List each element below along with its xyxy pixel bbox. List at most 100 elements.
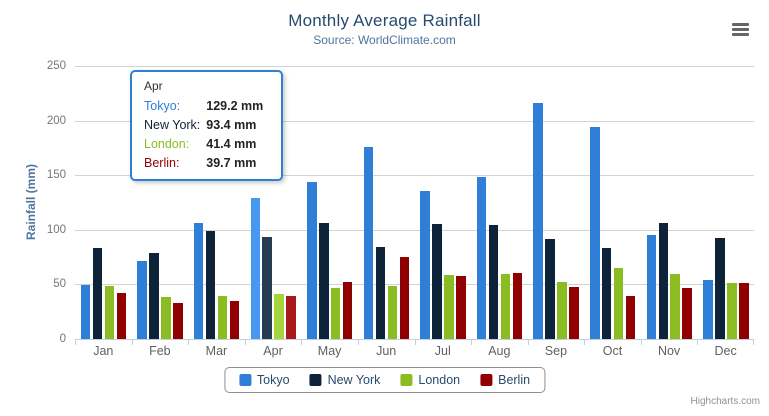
bar-tokyo-aug[interactable] <box>476 176 487 339</box>
bar-new-york-feb[interactable] <box>149 252 159 339</box>
legend-item-tokyo[interactable]: Tokyo <box>238 373 290 387</box>
x-axis-label: Jul <box>434 344 451 358</box>
bar-berlin-feb[interactable] <box>173 302 183 339</box>
bar-berlin-dec[interactable] <box>739 283 749 339</box>
bar-tokyo-feb[interactable] <box>137 260 147 339</box>
bar-new-york-aug[interactable] <box>488 225 499 339</box>
tooltip-series-name: London: <box>144 137 190 151</box>
bar-berlin-mar[interactable] <box>229 301 240 339</box>
y-axis-label: 200 <box>46 114 66 127</box>
axis-tick <box>697 340 699 345</box>
bar-tokyo-oct[interactable] <box>590 127 600 339</box>
tooltip: Apr Tokyo: 129.2 mm New York: 93.4 mm London… <box>130 70 283 181</box>
bar-london-dec[interactable] <box>727 283 737 339</box>
axis-tick <box>584 340 586 345</box>
legend-label: New York <box>327 373 381 387</box>
bar-london-sep[interactable] <box>557 281 567 339</box>
credits-link[interactable]: Highcharts.com <box>690 396 760 407</box>
bar-berlin-jun[interactable] <box>399 256 409 339</box>
bar-london-may[interactable] <box>330 287 341 339</box>
tooltip-series-value: 129.2 mm <box>206 99 264 113</box>
x-axis-label: Jun <box>376 344 397 358</box>
bar-new-york-apr[interactable] <box>262 237 272 339</box>
axis-tick <box>640 340 642 345</box>
axis-tick <box>753 340 754 345</box>
bar-tokyo-apr[interactable] <box>250 197 261 339</box>
plot-area <box>75 66 754 345</box>
bar-tokyo-sep[interactable] <box>533 102 543 339</box>
bar-london-nov[interactable] <box>670 274 680 339</box>
bar-new-york-may[interactable] <box>319 223 329 339</box>
bar-london-jul[interactable] <box>444 274 454 339</box>
tooltip-series-value: 39.7 mm <box>206 156 257 170</box>
export-menu-icon[interactable] <box>732 23 749 36</box>
gridline <box>75 229 754 231</box>
axis-tick <box>75 340 76 345</box>
x-axis-label: Mar <box>205 344 228 358</box>
bar-london-oct[interactable] <box>613 267 624 339</box>
axis-tick <box>357 340 359 345</box>
bar-new-york-mar[interactable] <box>205 231 216 339</box>
gridline <box>75 284 754 286</box>
bar-berlin-aug[interactable] <box>512 273 523 339</box>
axis-tick <box>244 340 246 345</box>
x-axis-label: Oct <box>602 344 623 358</box>
legend-item-new-york[interactable]: New York <box>309 373 381 387</box>
tooltip-series-name: Tokyo: <box>144 99 181 113</box>
bar-new-york-dec[interactable] <box>715 238 725 339</box>
bar-new-york-jan[interactable] <box>92 247 103 339</box>
legend-item-london[interactable]: London <box>400 373 460 387</box>
bar-new-york-sep[interactable] <box>545 239 555 339</box>
x-axis-label: Nov <box>657 344 681 358</box>
bar-london-mar[interactable] <box>217 296 228 339</box>
bar-london-feb[interactable] <box>161 296 171 339</box>
bar-london-jan[interactable] <box>104 285 115 339</box>
x-axis-label: Feb <box>149 344 171 358</box>
bar-tokyo-may[interactable] <box>307 181 317 339</box>
bar-berlin-may[interactable] <box>342 281 353 339</box>
x-axis-label: Jan <box>93 344 114 358</box>
bar-new-york-oct[interactable] <box>601 247 612 339</box>
legend-label: Tokyo <box>256 373 290 387</box>
bar-berlin-apr[interactable] <box>286 295 296 339</box>
bar-new-york-nov[interactable] <box>658 222 669 339</box>
x-axis-label: Aug <box>488 344 511 358</box>
bar-london-aug[interactable] <box>500 273 511 339</box>
axis-tick <box>527 340 529 345</box>
bar-tokyo-jun[interactable] <box>363 146 374 339</box>
bar-berlin-nov[interactable] <box>682 287 692 339</box>
axis-tick <box>301 340 303 345</box>
legend-swatch-icon <box>309 374 322 386</box>
x-axis-label: Apr <box>263 344 283 358</box>
gridline <box>75 175 754 177</box>
legend: Tokyo New York London Berlin <box>223 367 546 393</box>
bar-berlin-sep[interactable] <box>569 287 579 339</box>
bar-berlin-jul[interactable] <box>456 276 466 339</box>
tooltip-series-value: 93.4 mm <box>206 118 257 132</box>
bar-new-york-jul[interactable] <box>432 224 442 339</box>
bar-london-apr[interactable] <box>274 293 284 339</box>
bar-tokyo-jul[interactable] <box>420 190 430 339</box>
legend-swatch-icon <box>480 374 493 386</box>
legend-item-berlin[interactable]: Berlin <box>480 373 530 387</box>
gridline <box>75 120 754 122</box>
axis-tick <box>471 340 473 345</box>
x-axis-label: Dec <box>714 344 737 358</box>
y-axis-label: 150 <box>46 169 66 182</box>
chart-subtitle: Source: WorldClimate.com <box>313 33 456 47</box>
bar-tokyo-jan[interactable] <box>80 284 91 339</box>
y-axis-label: 250 <box>46 60 66 72</box>
bar-tokyo-nov[interactable] <box>646 234 657 339</box>
bar-tokyo-dec[interactable] <box>703 279 713 339</box>
bar-berlin-jan[interactable] <box>116 292 127 339</box>
legend-label: Berlin <box>498 373 531 387</box>
axis-tick <box>188 340 190 345</box>
bar-new-york-jun[interactable] <box>375 246 386 339</box>
y-axis-label: 100 <box>46 223 66 236</box>
tooltip-header: Apr <box>144 79 163 93</box>
bar-london-jun[interactable] <box>387 286 398 339</box>
bar-tokyo-mar[interactable] <box>193 222 204 339</box>
bar-berlin-oct[interactable] <box>625 296 636 339</box>
axis-tick <box>131 340 133 345</box>
axis-tick <box>414 340 416 345</box>
